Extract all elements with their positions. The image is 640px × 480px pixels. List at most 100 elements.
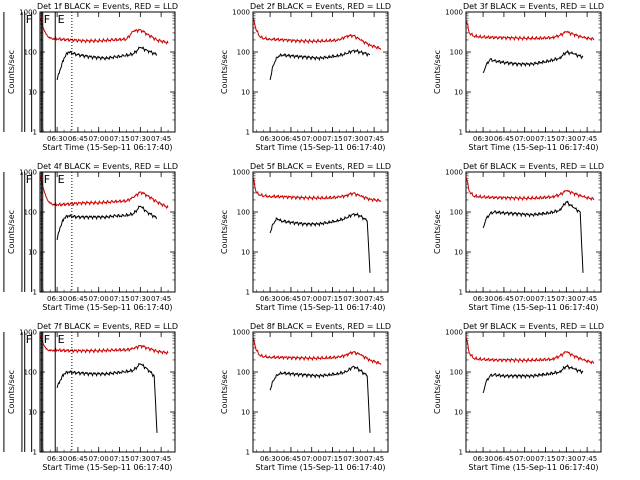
chart-panel-8: Det 8f BLACK = Events, RED = LLD 1 10 100 10…: [220, 322, 391, 472]
y-axis-label: Counts/sec: [220, 50, 229, 94]
y-tick-label: 100: [24, 209, 37, 217]
y-axis-label: Counts/sec: [220, 370, 229, 414]
y-tick-label: 10: [241, 89, 250, 97]
plot-frame: [39, 331, 176, 453]
x-tick-label: 07:00: [302, 455, 322, 463]
x-tick-label: 07:15: [322, 135, 342, 143]
series-line-black: [482, 364, 584, 394]
event-label: F: [44, 333, 50, 346]
series-line-black: [56, 362, 158, 433]
x-axis-label: Start Time (15-Sep-11 06:17:40): [42, 143, 172, 152]
plot-frame: [252, 331, 389, 453]
x-tick-label: 07:15: [535, 295, 555, 303]
x-tick-label: 06:30: [47, 295, 67, 303]
x-tick-label: 06:45: [281, 295, 301, 303]
chart-panel-2: Det 2f BLACK = Events, RED = LLD 1 10 100 10…: [220, 2, 391, 152]
plot-frame: [39, 11, 176, 133]
x-tick-label: 07:30: [343, 295, 363, 303]
event-label: F: [26, 13, 32, 26]
x-tick-label: 07:15: [109, 295, 129, 303]
x-axis-label: Start Time (15-Sep-11 06:17:40): [42, 463, 172, 472]
series-line-black: [56, 46, 158, 81]
y-tick-label: 100: [237, 369, 250, 377]
series-line-red: [40, 175, 169, 210]
y-tick-label: 1: [459, 289, 463, 297]
y-tick-label: 1000: [19, 9, 37, 17]
y-tick-label: 1000: [232, 9, 250, 17]
x-tick-label: 07:30: [556, 135, 576, 143]
x-tick-label: 07:30: [130, 135, 150, 143]
series-line-black: [269, 48, 371, 81]
chart-panel-6: Det 6f BLACK = Events, RED = LLD11010010…: [3, 162, 604, 312]
event-label: E: [58, 173, 65, 186]
x-tick-label: 07:15: [109, 135, 129, 143]
x-tick-label: 07:00: [515, 295, 535, 303]
y-tick-label: 10: [454, 409, 463, 417]
x-tick-label: 06:30: [47, 455, 67, 463]
chart-title: Det 2f BLACK = Events, RED = LLD: [250, 2, 391, 11]
series-line-red: [466, 338, 595, 365]
y-tick-label: 10: [28, 409, 37, 417]
x-tick-label: 07:45: [151, 295, 171, 303]
chart-title: Det 3f BLACK = Events, RED = LLD: [463, 2, 604, 11]
y-tick-label: 1000: [445, 329, 463, 337]
y-tick-label: 1000: [232, 169, 250, 177]
y-tick-label: 10: [454, 249, 463, 257]
series-line-red: [253, 18, 382, 50]
plot-frame: [252, 171, 389, 293]
x-tick-label: 07:45: [577, 295, 597, 303]
y-tick-label: 10: [28, 89, 37, 97]
y-tick-label: 100: [24, 49, 37, 57]
chart-title: Det 1f BLACK = Events, RED = LLD: [37, 2, 178, 11]
x-tick-label: 07:15: [322, 295, 342, 303]
x-tick-label: 06:45: [281, 455, 301, 463]
x-axis-label: Start Time (15-Sep-11 06:17:40): [468, 463, 598, 472]
x-tick-label: 07:15: [322, 455, 342, 463]
x-tick-label: 07:30: [130, 455, 150, 463]
y-tick-label: 1000: [19, 169, 37, 177]
x-tick-label: 07:00: [302, 295, 322, 303]
x-tick-label: 06:30: [473, 295, 493, 303]
y-axis-label: Counts/sec: [7, 210, 16, 254]
series-line-red: [253, 178, 382, 203]
x-tick-label: 07:30: [343, 455, 363, 463]
x-tick-label: 07:00: [89, 135, 109, 143]
x-tick-label: 06:30: [260, 135, 280, 143]
event-label: E: [58, 13, 65, 26]
chart-panel-9: Det 9f BLACK = Events, RED = LLD11010010…: [3, 322, 604, 472]
series-line-red: [466, 20, 595, 42]
y-tick-label: 1: [246, 129, 250, 137]
event-label: F: [26, 173, 32, 186]
y-axis-label: Counts/sec: [7, 370, 16, 414]
y-axis-label: Counts/sec: [220, 210, 229, 254]
plot-frame: [465, 331, 602, 453]
plot-frame: [39, 171, 176, 293]
y-tick-label: 100: [237, 49, 250, 57]
x-tick-label: 07:30: [556, 455, 576, 463]
y-tick-label: 1: [246, 289, 250, 297]
y-tick-label: 1000: [232, 329, 250, 337]
x-tick-label: 07:45: [151, 135, 171, 143]
series-line-red: [466, 178, 595, 202]
x-tick-label: 07:45: [364, 295, 384, 303]
y-tick-label: 10: [28, 249, 37, 257]
y-tick-label: 100: [24, 369, 37, 377]
x-axis-label: Start Time (15-Sep-11 06:17:40): [468, 143, 598, 152]
plot-frame: [465, 11, 602, 133]
plot-frame: [252, 11, 389, 133]
x-tick-label: 07:30: [130, 295, 150, 303]
y-axis-label: Counts/sec: [433, 370, 442, 414]
y-tick-label: 1: [33, 129, 37, 137]
x-tick-label: 06:30: [473, 455, 493, 463]
y-tick-label: 100: [450, 49, 463, 57]
chart-title: Det 9f BLACK = Events, RED = LLD: [463, 322, 604, 331]
x-tick-label: 07:30: [343, 135, 363, 143]
chart-title: Det 5f BLACK = Events, RED = LLD: [250, 162, 391, 171]
x-axis-label: Start Time (15-Sep-11 06:17:40): [468, 303, 598, 312]
y-tick-label: 10: [241, 249, 250, 257]
x-tick-label: 07:45: [364, 135, 384, 143]
series-line-black: [269, 365, 371, 433]
event-label: F: [44, 13, 50, 26]
y-tick-label: 10: [241, 409, 250, 417]
